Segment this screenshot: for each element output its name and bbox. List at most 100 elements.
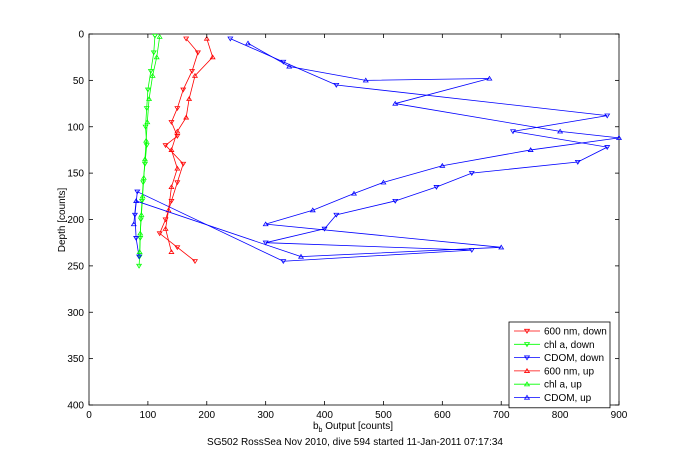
legend-label: CDOM, up [544, 393, 592, 404]
ticks-layer: 0 100 200 300 400 500 600 700 800 900 0 50 100 150 200… [67, 30, 627, 422]
data-point [149, 72, 156, 78]
data-point [244, 40, 252, 46]
data-point [203, 35, 210, 41]
data-point [362, 77, 369, 83]
x-tick-label: 500 [375, 410, 392, 421]
data-point [194, 50, 201, 56]
data-point [138, 212, 145, 217]
data-point [150, 50, 157, 56]
series-600-nm-up [162, 35, 216, 254]
data-point [297, 253, 305, 259]
data-point [130, 221, 137, 227]
data-point [209, 54, 216, 60]
x-tick-label: 800 [552, 410, 569, 421]
legend-marker [523, 394, 531, 400]
series-line [165, 38, 214, 253]
data-point [133, 236, 140, 241]
data-point [486, 75, 493, 81]
y-tick-label: 0 [78, 30, 84, 41]
y-tick-label: 300 [67, 308, 84, 319]
data-point [433, 185, 440, 190]
x-axis-label-rest: Output [counts] [322, 421, 393, 432]
data-point [174, 245, 181, 251]
data-point [168, 120, 175, 125]
legend-label: CDOM, down [544, 353, 604, 364]
y-tick-label: 350 [67, 354, 84, 365]
data-point [183, 36, 190, 42]
data-point [153, 54, 160, 60]
data-point [136, 249, 143, 254]
data-point [615, 135, 623, 140]
data-point [439, 162, 446, 168]
data-point [604, 145, 611, 150]
y-tick-label: 250 [67, 261, 84, 272]
data-point [168, 147, 175, 152]
data-point [162, 225, 169, 231]
data-point [183, 114, 190, 120]
series-line [134, 38, 609, 262]
caption: SG502 RossSea Nov 2010, dive 594 started… [207, 437, 503, 448]
y-tick-label: 150 [67, 169, 84, 180]
x-tick-label: 600 [434, 410, 451, 421]
data-point [527, 147, 534, 152]
data-point [262, 221, 269, 227]
series-line [139, 36, 161, 252]
legend-marker [523, 381, 531, 387]
data-point [168, 249, 175, 254]
data-point [139, 193, 146, 199]
data-point [350, 190, 358, 196]
x-tick-label: 700 [493, 410, 510, 421]
series-line [159, 38, 199, 262]
data-point [174, 180, 181, 186]
data-point [136, 254, 143, 260]
data-point [137, 230, 144, 236]
data-point [468, 171, 475, 176]
series-line [133, 42, 620, 258]
data-point [168, 184, 175, 190]
data-point [227, 36, 234, 42]
data-point [557, 128, 564, 134]
data-point [143, 137, 150, 143]
data-point [498, 244, 505, 250]
legend-label: chl a, down [544, 340, 595, 351]
x-tick-label: 300 [257, 410, 274, 421]
x-tick-label: 400 [316, 410, 333, 421]
legend-label: 600 nm, up [544, 366, 594, 377]
legend-marker [523, 367, 531, 373]
data-point [136, 263, 143, 269]
legend-label: chl a, up [544, 380, 582, 391]
data-point [146, 96, 153, 101]
x-axis-label-main: b [313, 421, 319, 432]
data-point [140, 174, 147, 180]
legend-marker [523, 342, 531, 348]
x-axis-label-sub: b [319, 427, 323, 434]
legend-marker [523, 328, 531, 334]
data-point [168, 198, 175, 204]
data-point [309, 207, 316, 213]
data-point [380, 179, 387, 185]
data-point [191, 72, 199, 78]
legend-box [508, 321, 611, 409]
x-axis-label: bb Output [counts] [313, 421, 393, 434]
data-point [180, 87, 187, 93]
series-cdom-down [131, 36, 611, 265]
y-tick-label: 200 [67, 215, 84, 226]
x-tick-label: 100 [140, 410, 157, 421]
data-point [141, 156, 148, 162]
data-point [134, 189, 141, 195]
legend-label: 600 nm, down [544, 327, 607, 338]
data-point [156, 33, 163, 39]
y-tick-label: 50 [73, 76, 85, 87]
data-point [162, 143, 169, 149]
data-point [174, 165, 181, 171]
data-point [151, 33, 158, 39]
y-tick-label: 400 [67, 401, 84, 412]
data-point [144, 87, 151, 93]
legend: 600 nm, down chl a, down CDOM, down 600 nm,… [508, 321, 611, 409]
data-point [333, 83, 340, 88]
series-layer [130, 33, 623, 269]
data-point [604, 113, 611, 119]
series-600-nm-down [156, 36, 201, 265]
